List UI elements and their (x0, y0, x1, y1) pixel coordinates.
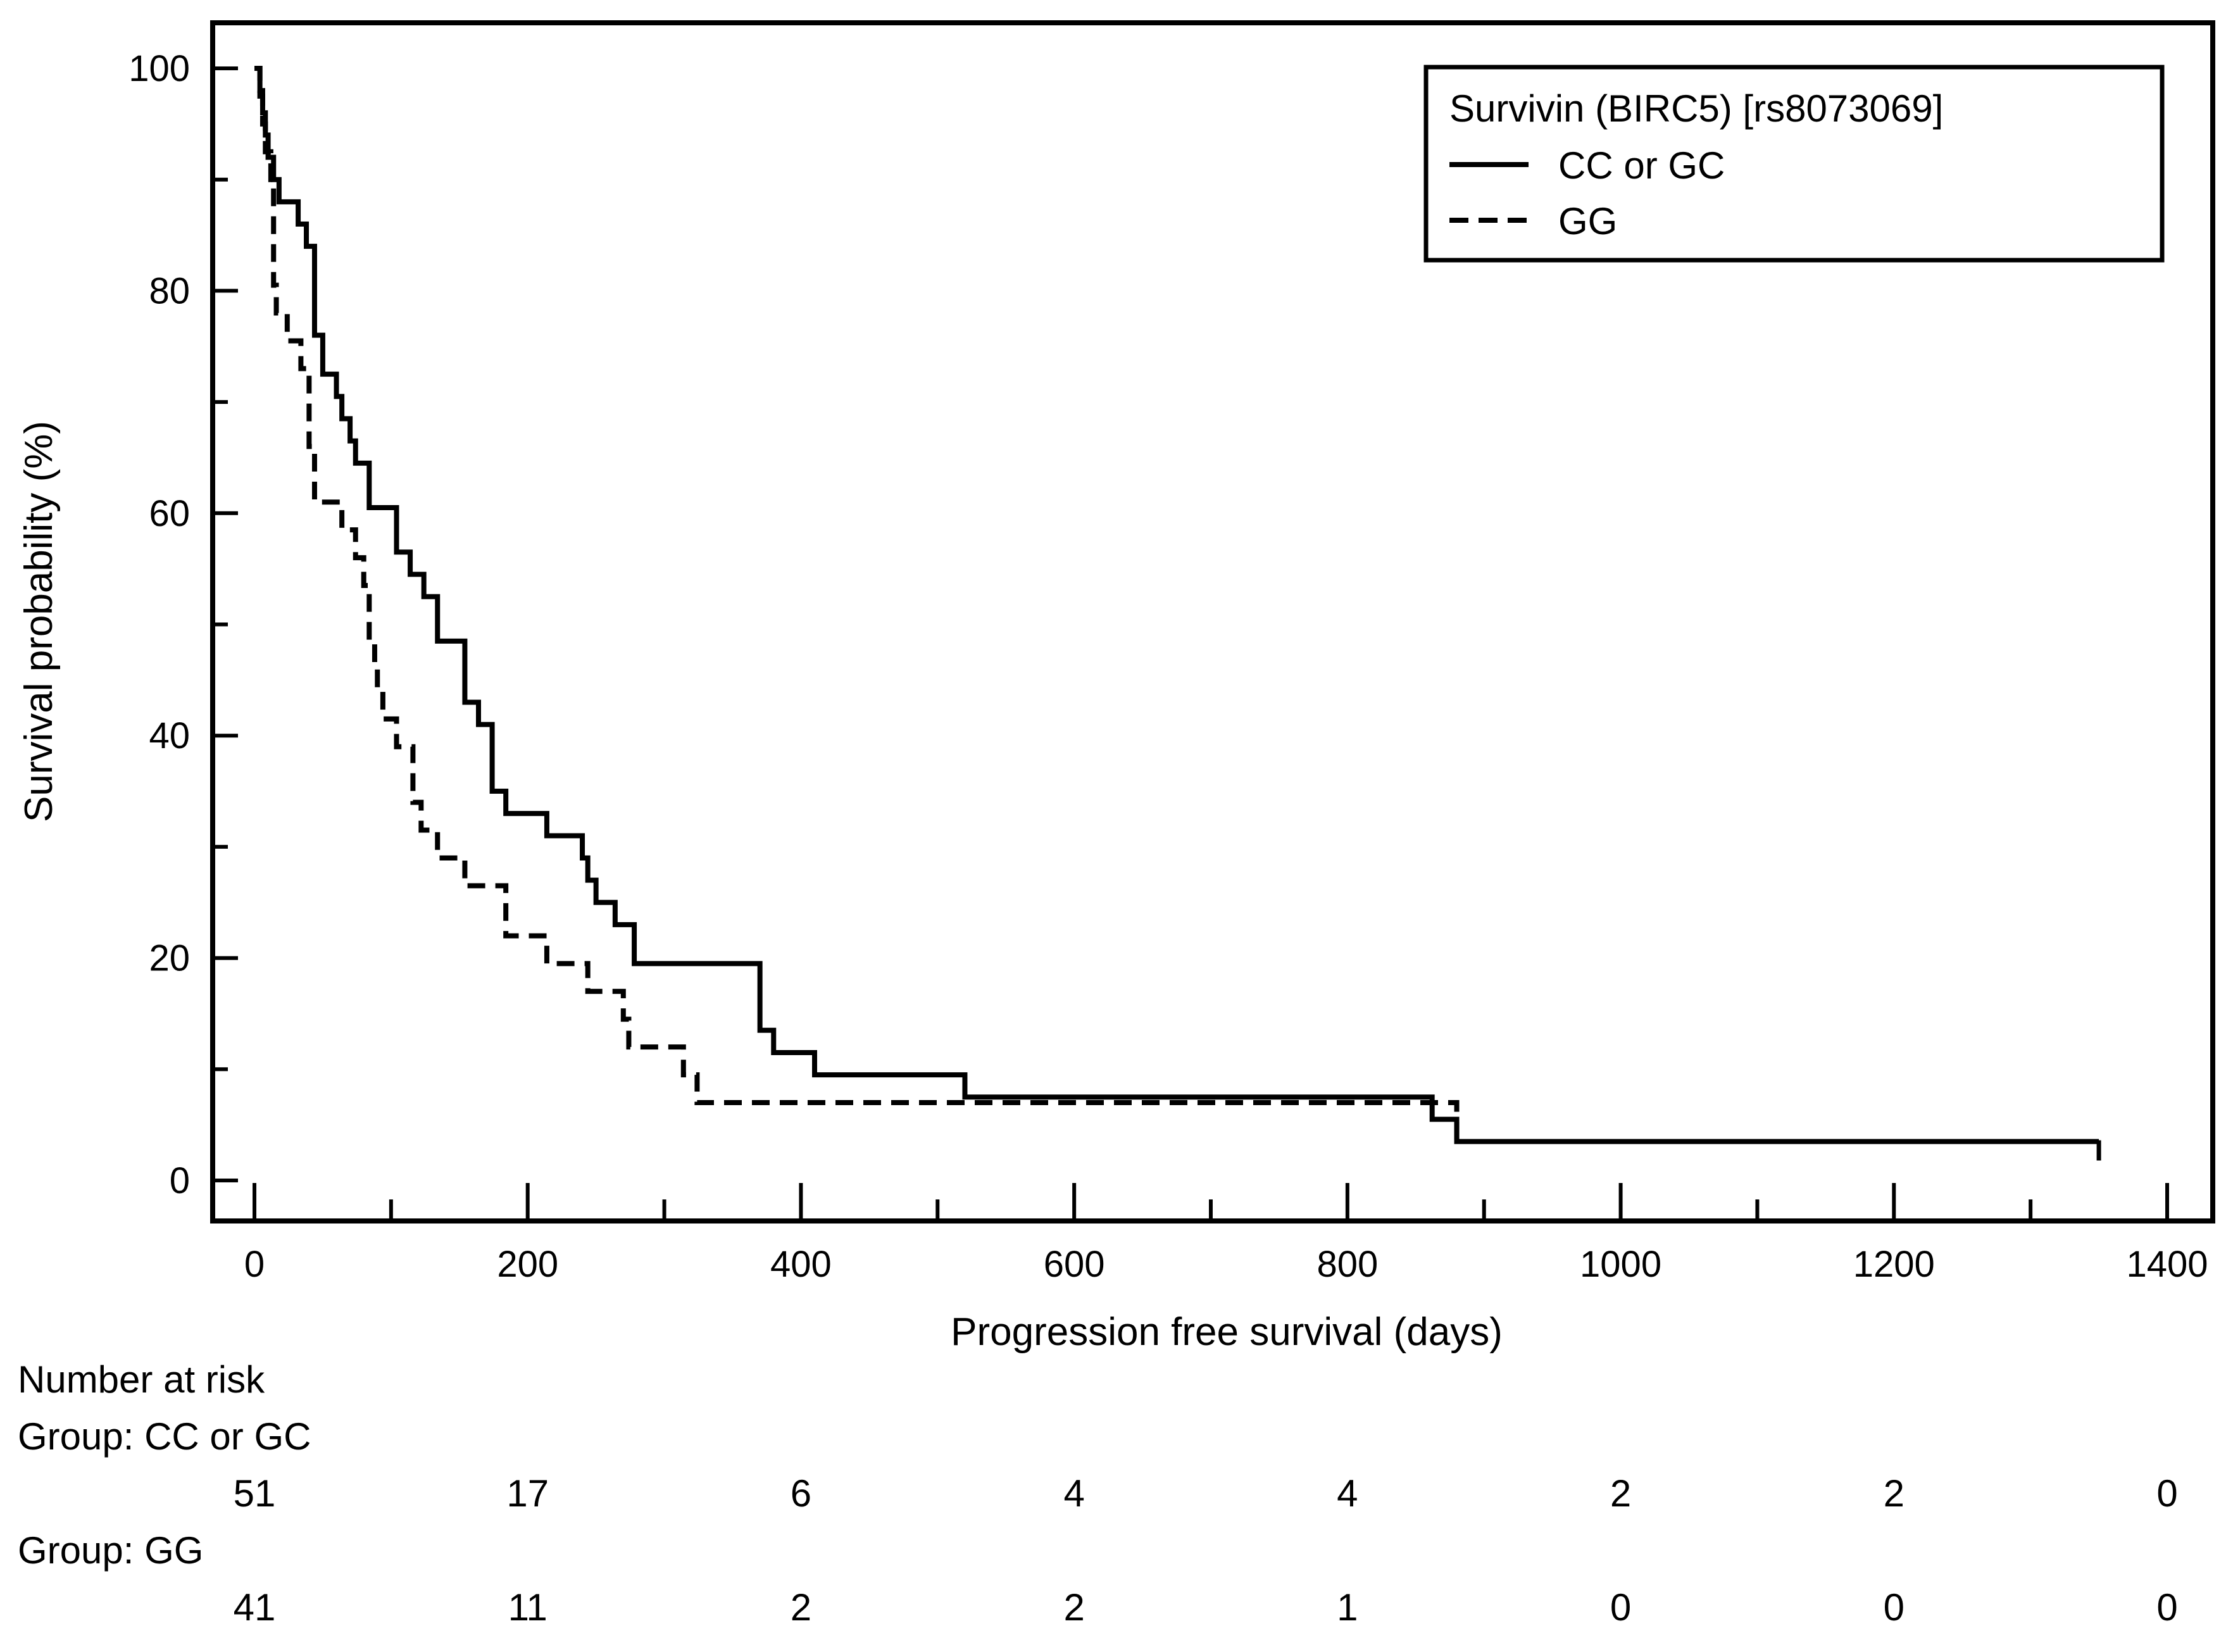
legend-title: Survivin (BIRC5) [rs8073069] (1449, 87, 1943, 130)
x-tick-label: 600 (1044, 1244, 1105, 1285)
y-tick-label: 60 (149, 493, 190, 534)
x-tick-label: 800 (1317, 1244, 1378, 1285)
legend-label-cc-or-gc: CC or GC (1558, 144, 1725, 187)
risk-count: 6 (791, 1472, 811, 1515)
x-axis-title: Progression free survival (days) (951, 1310, 1503, 1354)
x-tick-label: 200 (497, 1244, 558, 1285)
risk-count: 17 (506, 1472, 549, 1515)
y-tick-label: 100 (128, 48, 190, 89)
survival-curves (254, 66, 2101, 1161)
risk-count: 0 (2156, 1472, 2177, 1515)
x-axis: 0 200 400 600 800 1000 1200 1400 (244, 1183, 2208, 1285)
risk-group-label-cc-or-gc: Group: CC or GC (18, 1415, 311, 1458)
series-line-cc-or-gc (254, 66, 2099, 1144)
risk-count: 51 (234, 1472, 276, 1515)
y-tick-label: 40 (149, 715, 190, 756)
x-tick-label: 0 (244, 1244, 265, 1285)
risk-count: 0 (2156, 1586, 2177, 1629)
number-at-risk-table: Number at risk Group: CC or GC 51 17 6 4 4 2 2… (18, 1358, 2178, 1629)
y-tick-label: 0 (170, 1160, 190, 1201)
risk-count: 4 (1337, 1472, 1358, 1515)
legend-box (1423, 65, 2165, 263)
risk-count: 2 (1884, 1472, 1905, 1515)
risk-count: 0 (1610, 1586, 1631, 1629)
legend: Survivin (BIRC5) [rs8073069] CC or GC GG (1423, 65, 2165, 263)
risk-count: 2 (1063, 1586, 1084, 1629)
risk-row-gg: 41 11 2 2 1 0 0 0 (234, 1586, 2178, 1629)
x-tick-label: 1200 (1853, 1244, 1935, 1285)
y-tick-label: 20 (149, 938, 190, 979)
risk-count: 0 (1884, 1586, 1905, 1629)
y-axis-title: Survival probability (%) (17, 421, 61, 822)
risk-table-heading: Number at risk (18, 1358, 265, 1401)
x-tick-label: 400 (770, 1244, 832, 1285)
y-axis: 0 20 40 60 80 100 (128, 48, 238, 1201)
x-tick-label: 1000 (1580, 1244, 1661, 1285)
risk-group-label-gg: Group: GG (18, 1529, 203, 1572)
risk-count: 1 (1337, 1586, 1358, 1629)
risk-count: 41 (234, 1586, 276, 1629)
x-tick-label: 1400 (2126, 1244, 2208, 1285)
risk-count: 4 (1063, 1472, 1084, 1515)
y-tick-label: 80 (149, 270, 190, 311)
series-line-gg (254, 66, 2099, 1144)
risk-count: 2 (791, 1586, 811, 1629)
risk-count: 2 (1610, 1472, 1631, 1515)
risk-row-cc-or-gc: 51 17 6 4 4 2 2 0 (234, 1472, 2178, 1515)
risk-count: 11 (508, 1586, 547, 1629)
legend-label-gg: GG (1558, 200, 1617, 242)
